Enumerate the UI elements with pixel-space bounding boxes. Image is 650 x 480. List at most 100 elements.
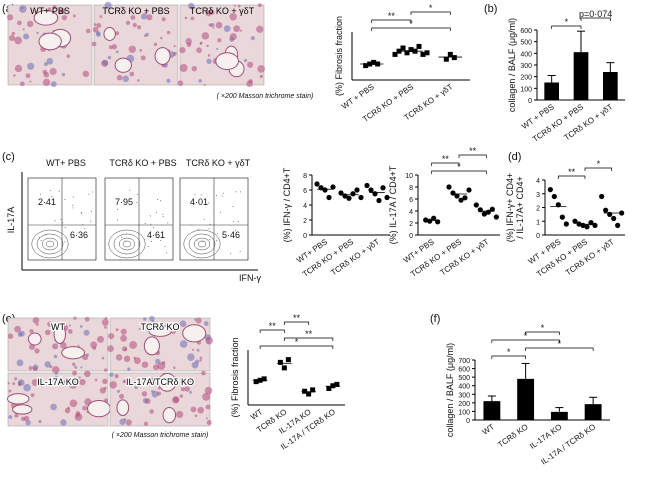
tissue-texture: [196, 348, 200, 352]
tissue-texture: [160, 36, 163, 40]
tissue-texture: [14, 64, 23, 73]
tissue-texture: [32, 366, 38, 372]
point: [416, 43, 422, 49]
tissue-texture: [201, 32, 210, 40]
tissue-texture: [101, 318, 109, 326]
tissue-texture: [189, 390, 193, 394]
tissue-texture: [145, 32, 149, 37]
tissue-texture: [195, 317, 202, 324]
y-tick-label: 2: [409, 221, 413, 228]
tissue-texture: [107, 55, 112, 60]
tissue-texture: [205, 10, 212, 17]
event: [90, 220, 92, 222]
point: [372, 191, 378, 197]
tissue-texture: [79, 379, 86, 386]
event: [137, 194, 139, 196]
tissue-texture: [194, 414, 198, 418]
flow-axis-label: IFN-γ: [239, 273, 261, 283]
point: [354, 187, 360, 193]
tissue-texture: [233, 25, 241, 33]
event: [39, 236, 41, 238]
event: [160, 200, 162, 202]
event: [45, 203, 47, 205]
tissue-texture: [61, 72, 66, 77]
point: [551, 193, 557, 200]
tissue-texture: [206, 58, 212, 64]
tissue-texture: [179, 394, 184, 398]
panel-label: (c): [2, 151, 15, 163]
tissue-texture: [146, 14, 153, 21]
tissue-texture: [17, 20, 22, 26]
y-tick-label: 0: [409, 233, 413, 240]
bar: [483, 401, 501, 420]
tissue-texture: [179, 64, 188, 72]
contour: [188, 233, 216, 255]
tissue-texture: [123, 355, 131, 363]
tissue-texture: [18, 383, 21, 387]
tissue-texture: [46, 57, 54, 65]
quadrant-value: 4·61: [147, 230, 165, 240]
tissue-texture: [29, 328, 34, 334]
tissue-texture: [45, 329, 51, 336]
tissue-texture: [91, 41, 97, 47]
tissue-texture: [155, 358, 161, 365]
event: [50, 189, 52, 191]
y-axis-label: collagen / BALF (μg/ml): [507, 18, 517, 112]
point: [358, 194, 364, 201]
tissue-texture: [149, 377, 154, 382]
tissue-texture: [206, 420, 212, 426]
tissue-texture: [119, 418, 126, 426]
event: [229, 252, 231, 254]
tissue-texture: [149, 409, 154, 414]
point: [330, 184, 336, 190]
point: [310, 387, 316, 393]
point: [563, 221, 569, 227]
tissue-texture: [205, 336, 214, 345]
significance-label: *: [597, 159, 601, 169]
tissue-texture: [215, 21, 223, 29]
tissue-texture: [66, 54, 71, 58]
event: [159, 240, 161, 242]
airway: [116, 399, 130, 417]
event: [121, 236, 123, 238]
event: [220, 211, 222, 213]
point: [350, 191, 356, 197]
tissue-texture: [229, 33, 237, 41]
event: [144, 223, 146, 225]
tissue-texture: [184, 16, 188, 20]
point: [368, 187, 374, 193]
contour: [197, 240, 207, 248]
event: [234, 229, 236, 231]
point: [277, 359, 283, 365]
point: [493, 214, 499, 220]
x-tick-label: WT: [249, 407, 264, 422]
x-tick-label: TCRδ KO + γδT: [564, 237, 616, 277]
point: [314, 181, 320, 187]
tissue-texture: [69, 399, 78, 408]
significance-label: *: [409, 19, 413, 29]
contour: [36, 233, 64, 255]
event: [239, 250, 241, 252]
y-tick-label: 700: [458, 358, 470, 365]
tissue-texture: [134, 385, 138, 390]
point: [302, 388, 308, 394]
event: [143, 238, 145, 240]
tissue-texture: [67, 329, 73, 334]
event: [156, 236, 158, 238]
tissue-texture: [92, 26, 99, 33]
x-tick-label: WT + PBS: [340, 82, 376, 111]
x-tick-label: WT: [481, 422, 496, 437]
tissue-texture: [161, 17, 166, 22]
point: [431, 215, 437, 221]
point: [473, 202, 479, 208]
tissue-texture: [43, 72, 50, 78]
tissue-texture: [65, 378, 70, 382]
significance-bracket: [259, 329, 285, 333]
tissue-texture: [188, 377, 193, 383]
tissue-texture: [58, 9, 63, 15]
panel-label: (d): [508, 151, 521, 163]
tissue-texture: [185, 38, 192, 45]
